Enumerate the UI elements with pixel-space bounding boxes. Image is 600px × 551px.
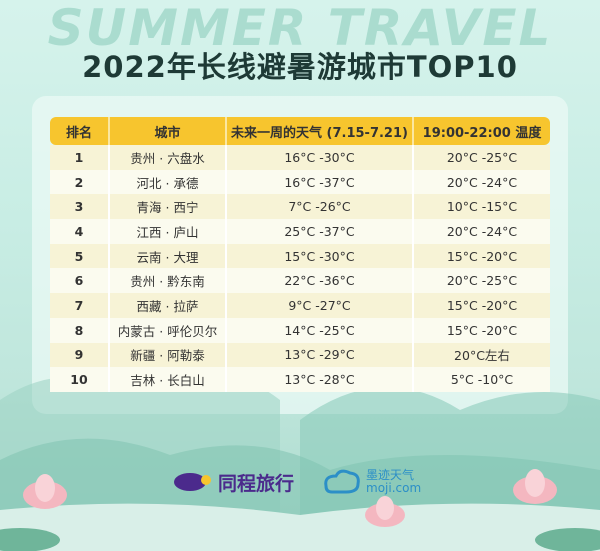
- cell-evening-temp: 20°C -24°C: [412, 169, 550, 195]
- cell-evening-temp: 20°C左右: [412, 342, 550, 368]
- lotus-leaf: [535, 528, 600, 551]
- moji-logo: 墨迹天气 moji.com: [322, 468, 421, 496]
- cell-city: 贵州 · 六盘水: [108, 145, 225, 170]
- lotus-flower-center: [365, 496, 405, 527]
- cell-rank: 9: [50, 342, 108, 368]
- cell-city: 贵州 · 黔东南: [108, 268, 225, 294]
- cell-evening-temp: 5°C -10°C: [412, 367, 550, 392]
- cell-city: 河北 · 承德: [108, 169, 225, 195]
- cell-evening-temp: 20°C -25°C: [412, 145, 550, 170]
- table-row: 2 河北 · 承德 16°C -37°C 20°C -24°C: [50, 169, 550, 195]
- cell-weekly-weather: 14°C -25°C: [225, 317, 412, 343]
- cell-evening-temp: 20°C -24°C: [412, 219, 550, 244]
- header-weekly-weather: 未来一周的天气 (7.15-7.21): [225, 117, 412, 145]
- cell-weekly-weather: 15°C -30°C: [225, 243, 412, 269]
- tongcheng-fish-icon: [174, 473, 211, 491]
- cell-evening-temp: 15°C -20°C: [412, 243, 550, 269]
- table-row: 3 青海 · 西宁 7°C -26°C 10°C -15°C: [50, 194, 550, 220]
- cell-rank: 2: [50, 169, 108, 195]
- cell-rank: 10: [50, 367, 108, 392]
- cell-city: 西藏 · 拉萨: [108, 293, 225, 318]
- lotus-leaf: [0, 528, 60, 551]
- cell-rank: 7: [50, 293, 108, 318]
- lotus-flower-right: [513, 469, 557, 504]
- moji-cloud-icon: [324, 469, 360, 494]
- cell-city: 青海 · 西宁: [108, 194, 225, 220]
- cell-rank: 4: [50, 219, 108, 244]
- cell-evening-temp: 15°C -20°C: [412, 293, 550, 318]
- lotus-flower-left: [23, 474, 67, 509]
- moji-name-en: moji.com: [366, 481, 422, 495]
- header-rank: 排名: [50, 117, 108, 145]
- table-row: 7 西藏 · 拉萨 9°C -27°C 15°C -20°C: [50, 293, 550, 318]
- ranking-table: 排名 城市 未来一周的天气 (7.15-7.21) 19:00-22:00 温度…: [50, 117, 550, 392]
- cell-weekly-weather: 9°C -27°C: [225, 293, 412, 318]
- table-row: 5 云南 · 大理 15°C -30°C 15°C -20°C: [50, 243, 550, 269]
- cell-weekly-weather: 22°C -36°C: [225, 268, 412, 294]
- header-evening-temp: 19:00-22:00 温度: [412, 117, 550, 145]
- logos: 同程旅行 墨迹天气 moji.com: [172, 468, 421, 496]
- table-row: 6 贵州 · 黔东南 22°C -36°C 20°C -25°C: [50, 268, 550, 294]
- moji-name-cn: 墨迹天气: [366, 468, 415, 482]
- cell-weekly-weather: 16°C -30°C: [225, 145, 412, 170]
- header-city: 城市: [108, 117, 225, 145]
- cell-city: 新疆 · 阿勒泰: [108, 342, 225, 368]
- cell-evening-temp: 20°C -25°C: [412, 268, 550, 294]
- cell-weekly-weather: 7°C -26°C: [225, 194, 412, 220]
- tongcheng-name: 同程旅行: [218, 472, 295, 495]
- table-row: 10 吉林 · 长白山 13°C -28°C 5°C -10°C: [50, 367, 550, 392]
- cell-evening-temp: 10°C -15°C: [412, 194, 550, 220]
- cell-rank: 6: [50, 268, 108, 294]
- cell-city: 吉林 · 长白山: [108, 367, 225, 392]
- cell-weekly-weather: 25°C -37°C: [225, 219, 412, 244]
- cell-rank: 3: [50, 194, 108, 220]
- watermark-text: SUMMER TRAVEL: [47, 0, 553, 57]
- tongcheng-logo: 同程旅行: [172, 469, 294, 496]
- cell-rank: 5: [50, 243, 108, 269]
- table-row: 9 新疆 · 阿勒泰 13°C -29°C 20°C左右: [50, 342, 550, 368]
- table-row: 8 内蒙古 · 呼伦贝尔 14°C -25°C 15°C -20°C: [50, 317, 550, 343]
- cell-weekly-weather: 13°C -29°C: [225, 342, 412, 368]
- cell-evening-temp: 15°C -20°C: [412, 317, 550, 343]
- cell-rank: 1: [50, 145, 108, 170]
- page-title: 2022年长线避暑游城市TOP10: [82, 50, 518, 84]
- table-row: 4 江西 · 庐山 25°C -37°C 20°C -24°C: [50, 219, 550, 244]
- cell-weekly-weather: 16°C -37°C: [225, 169, 412, 195]
- cell-city: 云南 · 大理: [108, 243, 225, 269]
- cell-city: 内蒙古 · 呼伦贝尔: [108, 317, 225, 343]
- cell-city: 江西 · 庐山: [108, 219, 225, 244]
- cell-weekly-weather: 13°C -28°C: [225, 367, 412, 392]
- table-row: 1 贵州 · 六盘水 16°C -30°C 20°C -25°C: [50, 145, 550, 170]
- cell-rank: 8: [50, 317, 108, 343]
